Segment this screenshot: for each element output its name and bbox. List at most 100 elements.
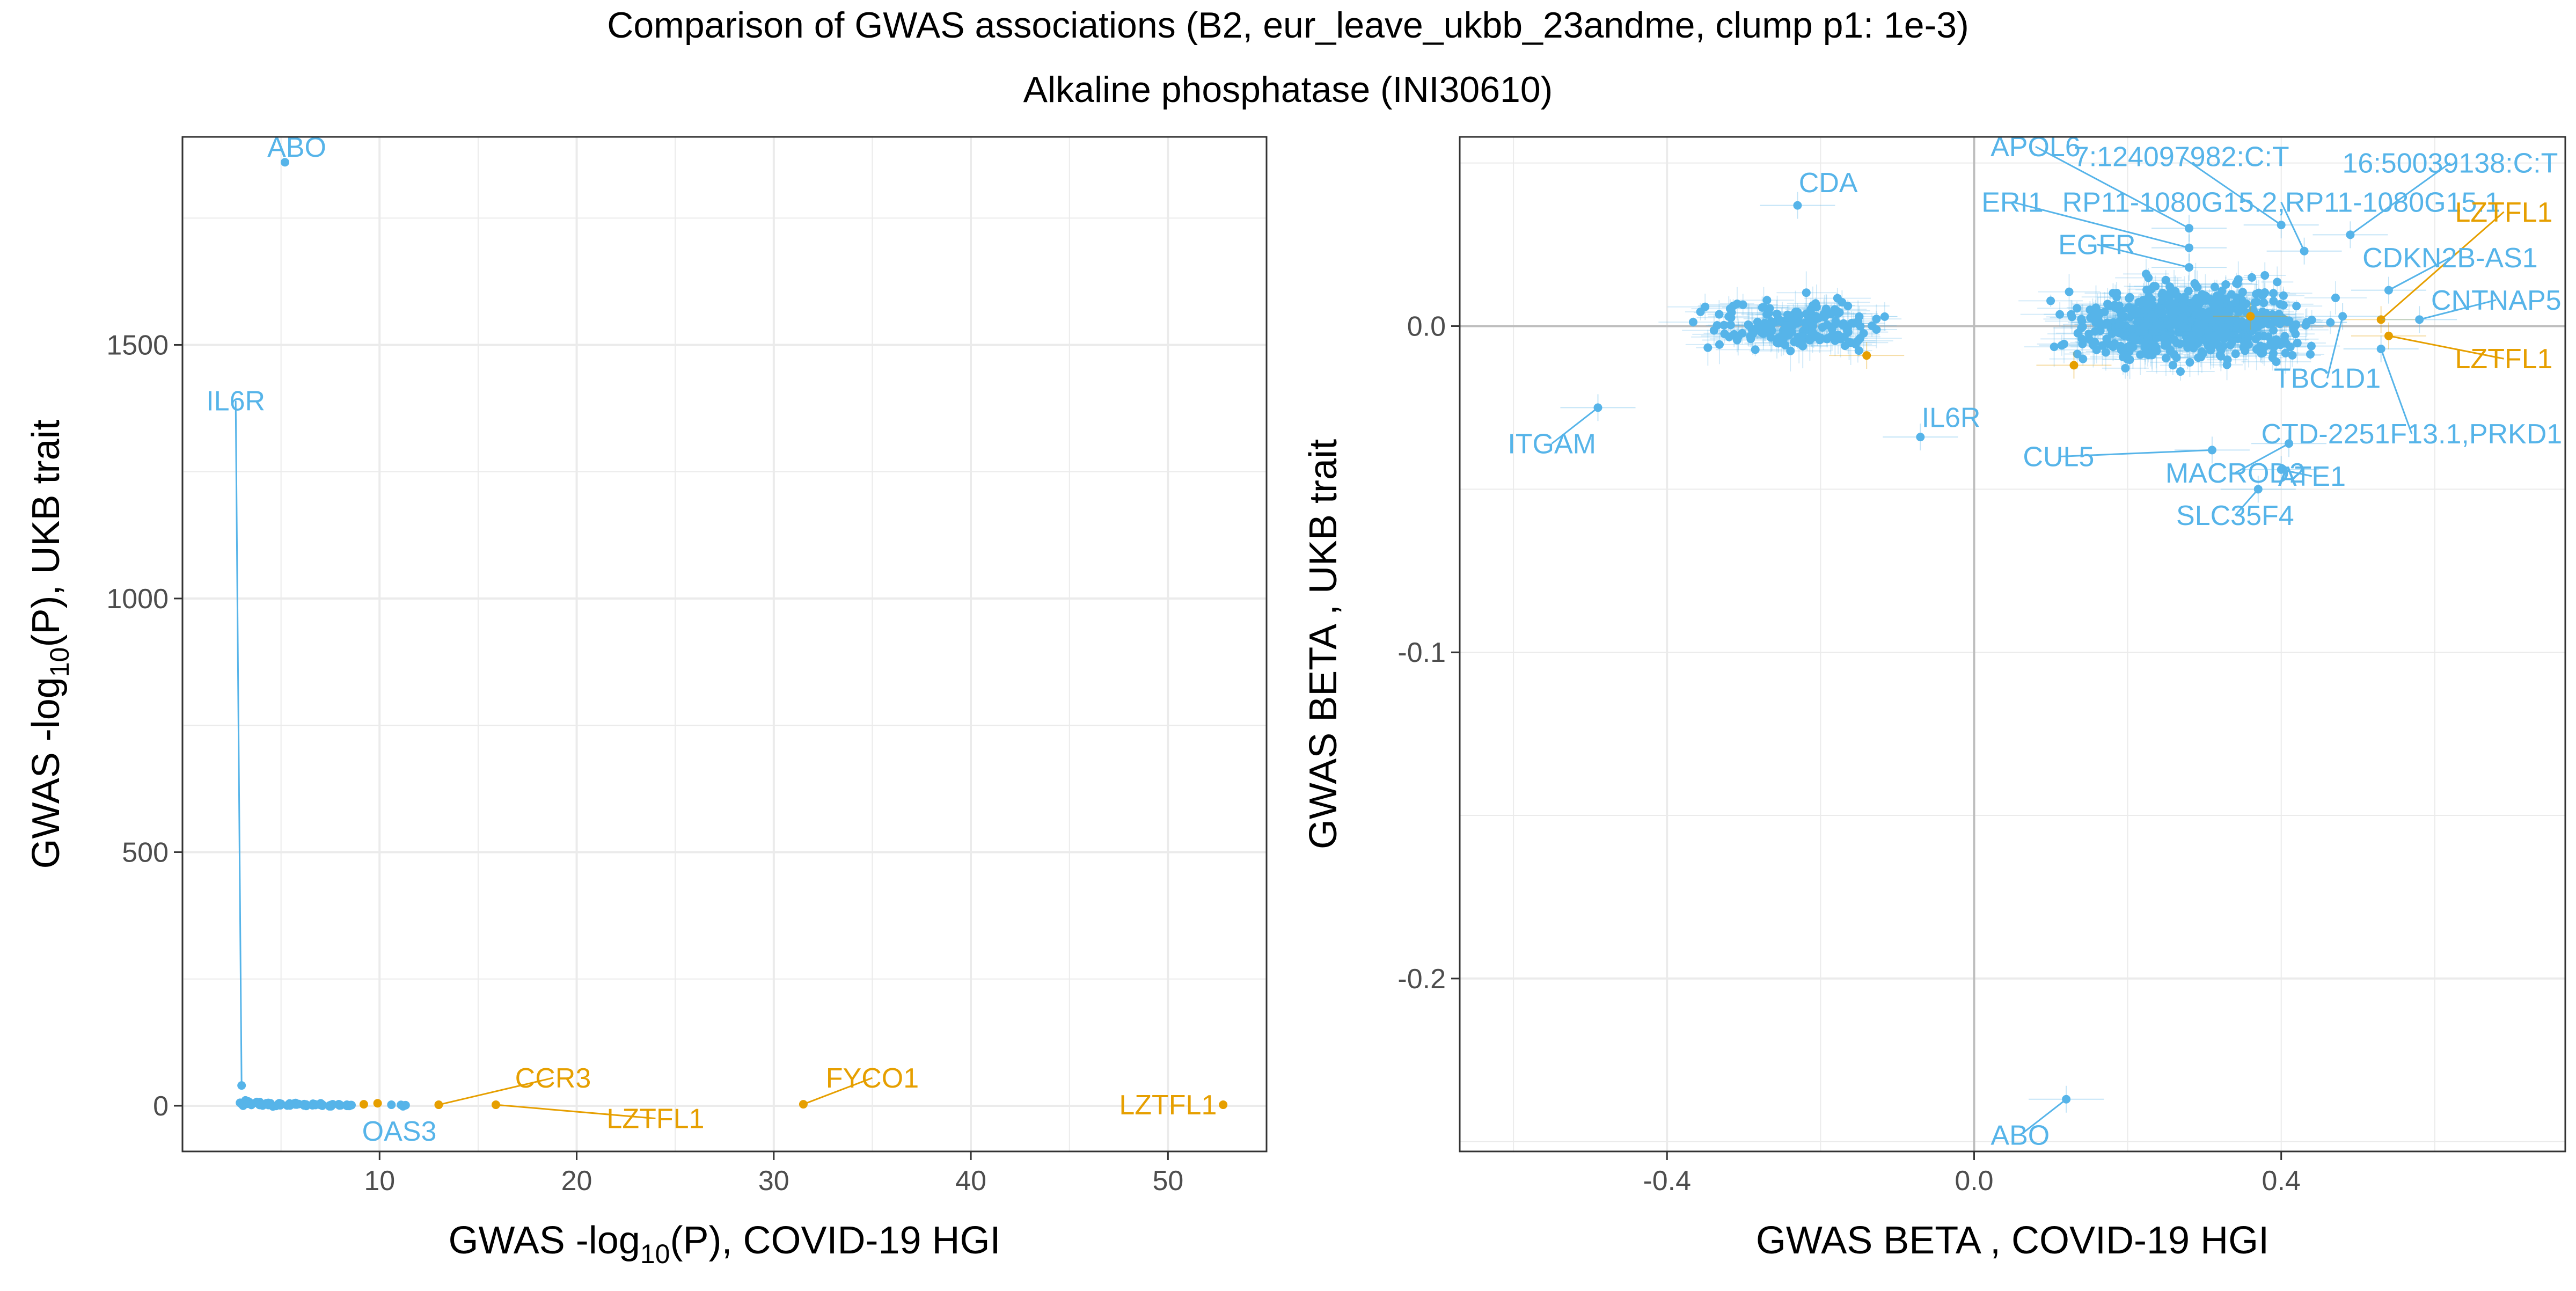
scatter-point (2112, 293, 2121, 302)
scatter-point (2252, 289, 2261, 298)
point-label: LZTFL1 (2455, 197, 2553, 228)
scatter-point (2238, 288, 2247, 297)
scatter-point (1713, 321, 1722, 330)
scatter-point (1802, 288, 1811, 297)
x-tick-label: 0.4 (2262, 1165, 2301, 1197)
scatter-point (2092, 345, 2101, 354)
point-label: CDKN2B-AS1 (2362, 243, 2538, 274)
scatter-point (2141, 342, 2150, 351)
scatter-point (1816, 333, 1825, 342)
scatter-point (2165, 282, 2175, 291)
point-label: OAS3 (362, 1116, 437, 1147)
label-leader-line (2058, 449, 2213, 458)
scatter-point (2223, 355, 2232, 364)
scatter-point (2194, 311, 2204, 320)
left-y-axis-label: GWAS -log10(P), UKB trait (25, 419, 75, 869)
label-leader-line (2419, 299, 2497, 320)
figure-subtitle: Alkaline phosphatase (INI30610) (1023, 69, 1553, 110)
point-label: MACROD2 (2165, 458, 2305, 489)
scatter-point (325, 1102, 334, 1111)
scatter-point (2117, 310, 2126, 319)
scatter-point (2260, 271, 2270, 280)
scatter-point (1795, 332, 1804, 341)
scatter-point (2201, 291, 2210, 301)
scatter-point (2116, 322, 2125, 331)
y-tick-label: 1000 (106, 583, 169, 615)
scatter-point (2175, 307, 2184, 316)
scatter-point (1831, 317, 1840, 326)
highlighted-point (2069, 361, 2079, 370)
left-panel-border (181, 136, 1268, 1153)
scatter-point (2050, 342, 2059, 352)
scatter-point (1786, 346, 1795, 355)
scatter-point (2269, 326, 2278, 335)
scatter-point (400, 1101, 409, 1110)
label-leader-line (2380, 348, 2413, 434)
scatter-point (1842, 325, 1851, 334)
label-leader-line (2281, 469, 2312, 477)
scatter-point (1759, 303, 1768, 312)
highlighted-point (1793, 201, 1802, 210)
x-tick-label: 30 (758, 1165, 789, 1197)
scatter-point (2205, 333, 2214, 342)
scatter-point (2272, 357, 2281, 366)
scatter-point (2143, 333, 2153, 342)
scatter-point (2326, 318, 2335, 327)
highlighted-point (1862, 351, 1871, 360)
scatter-point (346, 1100, 355, 1110)
point-label: LZTFL1 (606, 1104, 704, 1135)
scatter-point (2216, 345, 2226, 354)
label-leader-line (2234, 488, 2259, 516)
point-label: CDA (1799, 167, 1858, 199)
scatter-point (2124, 342, 2133, 352)
point-label: 7:124097982:C:T (2074, 141, 2289, 172)
scatter-point (2046, 296, 2055, 305)
scatter-point (2307, 341, 2316, 351)
point-label: LZTFL1 (2455, 344, 2553, 375)
scatter-point (2158, 289, 2167, 298)
scatter-point (2067, 312, 2076, 322)
label-leader-line (803, 1077, 873, 1105)
highlighted-point (280, 158, 289, 167)
scatter-point (2213, 311, 2222, 320)
scatter-point (2285, 316, 2294, 325)
scatter-point (1868, 321, 1877, 330)
point-label: SLC35F4 (2176, 500, 2294, 531)
label-leader-line (2180, 156, 2282, 226)
label-leader-line (2097, 244, 2190, 268)
scatter-point (2100, 308, 2109, 317)
scatter-point (1715, 310, 1724, 319)
scatter-point (318, 1101, 327, 1110)
scatter-point (2193, 304, 2202, 313)
y-tick-label: -0.2 (1397, 964, 1446, 995)
scatter-point (2256, 310, 2265, 319)
scatter-point (2140, 298, 2149, 308)
point-label: CUL5 (2023, 442, 2094, 473)
scatter-point (2293, 338, 2302, 347)
point-label: LZTFL1 (1119, 1090, 1217, 1121)
scatter-point (2098, 341, 2107, 350)
scatter-point (2165, 294, 2174, 303)
scatter-point (267, 1100, 276, 1110)
scatter-point (2125, 293, 2134, 302)
left-x-axis-label: GWAS -log10(P), COVID-19 HGI (448, 1219, 1000, 1269)
scatter-point (2161, 354, 2170, 363)
right-panel-border (1459, 136, 2566, 1153)
scatter-point (2123, 355, 2132, 364)
y-tick-label: 1500 (106, 330, 169, 361)
label-leader-line (2350, 162, 2451, 236)
scatter-point (2275, 319, 2285, 329)
scatter-point (2275, 300, 2285, 309)
left-grid (181, 137, 1267, 1151)
scatter-point (2164, 318, 2174, 327)
scatter-point (2157, 296, 2167, 305)
scatter-point (2259, 298, 2268, 308)
scatter-point (1880, 312, 1889, 321)
point-label: RP11-1080G15.2,RP11-1080G15.1 (2062, 187, 2500, 218)
scatter-point (2055, 310, 2065, 319)
scatter-point (2221, 280, 2230, 289)
label-leader-line (2380, 211, 2505, 320)
label-leader-line (2012, 201, 2190, 249)
scatter-point (2257, 349, 2266, 358)
